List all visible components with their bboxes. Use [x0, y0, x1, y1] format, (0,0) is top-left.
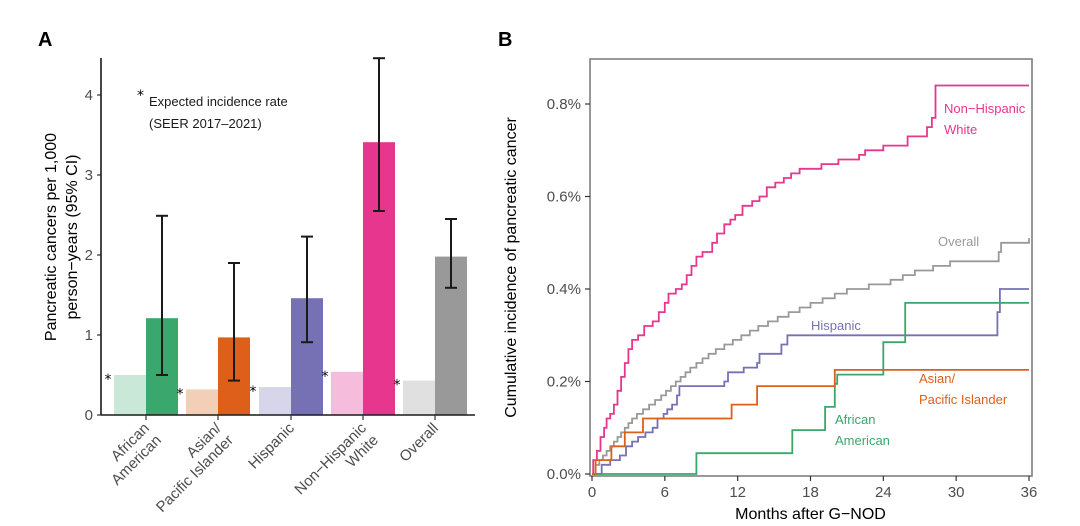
- y-tick-label: 0: [85, 407, 93, 424]
- panel-a-y-ticks: 0 1 2 3 4: [85, 87, 101, 424]
- expected-bar: [403, 380, 435, 415]
- series-label: Pacific Islander: [919, 392, 1008, 407]
- y-axis-title-line: Pancreatic cancers per 1,000: [43, 133, 60, 341]
- annotation-star: *: [137, 88, 144, 104]
- panel-a-annotation: * Expected incidence rate (SEER 2017–2021): [137, 88, 288, 131]
- panel-a-axes: [100, 58, 475, 416]
- expected-bar: [114, 375, 146, 415]
- y-tick-label: 0.8%: [547, 96, 581, 113]
- x-tick-label: 6: [661, 484, 669, 501]
- panel-a-bar-chart: A Pancreatic cancers per 1,000 person−yea…: [38, 29, 475, 516]
- expected-star-marker: *: [177, 386, 184, 402]
- panel-a-letter: A: [38, 29, 52, 51]
- y-tick-label: 0.4%: [547, 281, 581, 298]
- panel-b-x-axis-title: Months after G−NOD: [735, 506, 886, 523]
- expected-bar: [331, 371, 363, 415]
- panel-b-x-ticks: 0 6 12 18 24 30 36: [588, 476, 1038, 501]
- expected-bar: [186, 389, 218, 415]
- series-label: White: [944, 122, 977, 137]
- annotation-text: (SEER 2017–2021): [149, 116, 262, 131]
- panel-b-letter: B: [498, 29, 512, 51]
- series-label: Non−Hispanic: [944, 101, 1026, 116]
- series-label: Asian/: [919, 371, 956, 386]
- expected-star-marker: *: [250, 384, 257, 400]
- series-line-african-american: [592, 302, 1029, 475]
- x-tick-label: 18: [802, 484, 819, 501]
- panel-a-error-bars: [156, 57, 457, 382]
- panel-b-line-chart: B 0.0% 0.2% 0.4% 0.6% 0.8% 0 6 12 18 24 30 36 Non−…: [498, 29, 1037, 523]
- series-label: American: [835, 433, 890, 448]
- x-tick-label-group: Asian/Pacific Islander: [153, 419, 237, 516]
- series-label: Overall: [938, 234, 979, 249]
- series-line-asian-pacific-islander: [592, 369, 1029, 475]
- x-tick-label-group: Hispanic: [245, 419, 298, 472]
- x-tick-label: 30: [948, 484, 965, 501]
- x-tick-label: Overall: [396, 420, 442, 466]
- y-axis-title-group: Pancreatic cancers per 1,000 person−years…: [43, 133, 81, 341]
- expected-star-marker: *: [105, 372, 112, 388]
- series-line-overall: [592, 238, 1030, 475]
- x-tick-label-group: Overall: [396, 420, 442, 466]
- x-tick-label: 24: [875, 484, 892, 501]
- y-tick-label: 0.2%: [547, 374, 581, 391]
- x-tick-label: 0: [588, 484, 596, 501]
- panel-b-y-axis-title: Cumulative incidence of pancreatic cance…: [503, 117, 520, 418]
- expected-star-marker: *: [394, 378, 401, 394]
- y-tick-label: 3: [85, 167, 93, 184]
- y-tick-label: 1: [85, 327, 93, 344]
- y-tick-label: 2: [85, 247, 93, 264]
- expected-bar: [259, 387, 291, 415]
- annotation-text: Expected incidence rate: [149, 94, 288, 109]
- y-tick-label: 4: [85, 87, 93, 104]
- panel-a-expected-markers: * * * * *: [105, 369, 401, 403]
- series-line-non-hispanic-white: [592, 84, 1029, 475]
- panel-a-y-axis-title: Pancreatic cancers per 1,000 person−years…: [43, 133, 81, 341]
- series-label: Hispanic: [811, 318, 861, 333]
- panel-b-y-ticks: 0.0% 0.2% 0.4% 0.6% 0.8%: [547, 96, 590, 483]
- x-tick-label: 36: [1021, 484, 1038, 501]
- series-line-hispanic: [592, 288, 1029, 475]
- series-label: African: [835, 412, 875, 427]
- x-tick-label: 12: [729, 484, 746, 501]
- panel-a-bars: [114, 142, 467, 415]
- panel-b-series-lines: [592, 84, 1030, 475]
- panel-b-series-labels: Non−Hispanic White Overall Hispanic African A…: [811, 101, 1026, 448]
- x-tick-label: Hispanic: [245, 419, 298, 472]
- y-axis-title-line: person−years (95% CI): [64, 155, 81, 320]
- expected-star-marker: *: [322, 369, 329, 385]
- y-tick-label: 0.6%: [547, 189, 581, 206]
- y-tick-label: 0.0%: [547, 466, 581, 483]
